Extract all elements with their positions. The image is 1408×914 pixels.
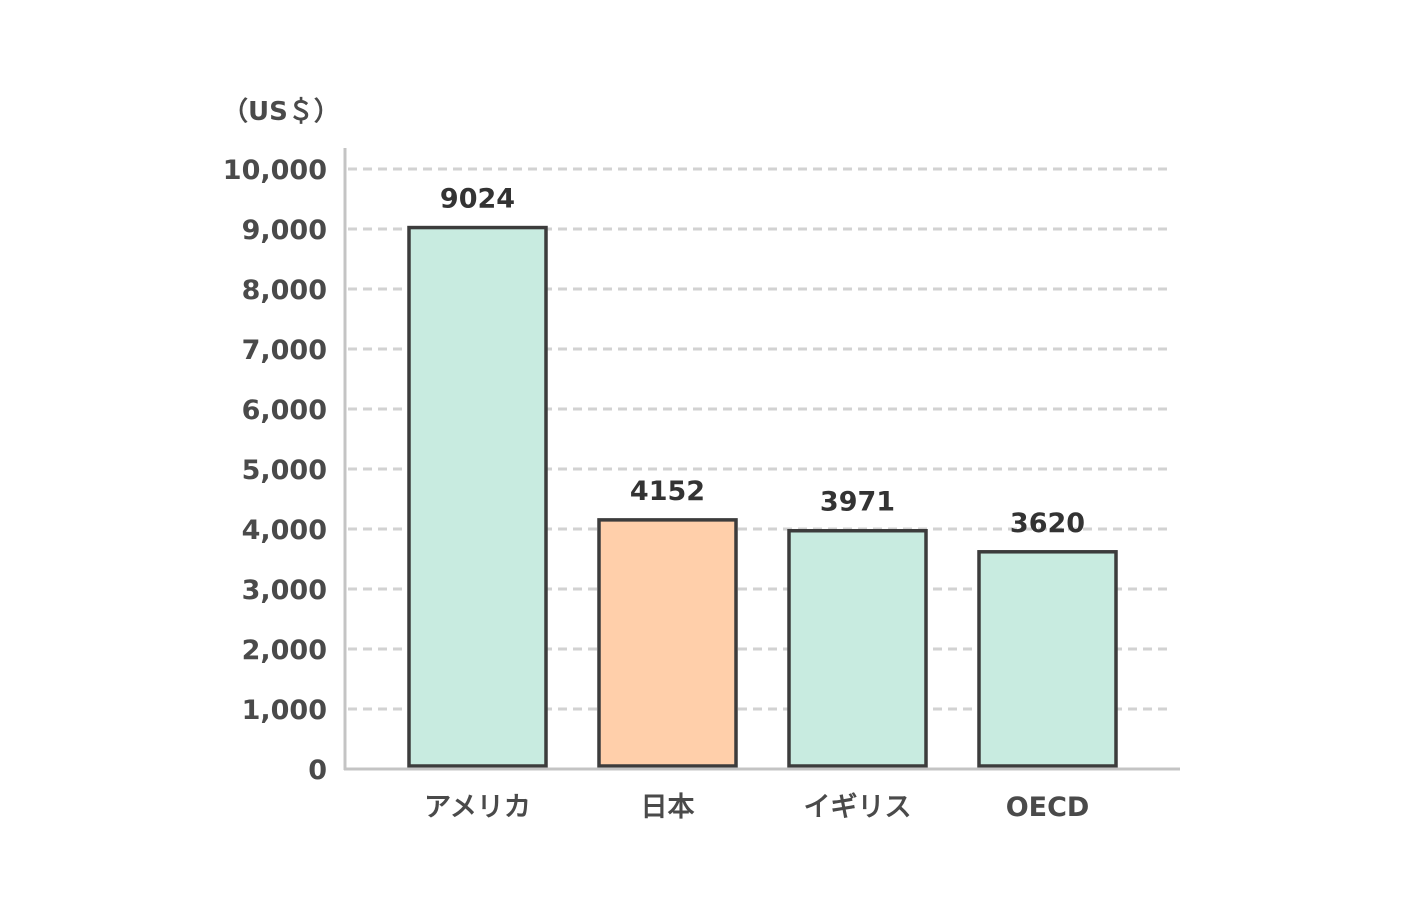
y-tick-label: 1,000 [242, 695, 327, 726]
y-tick-label: 9,000 [242, 215, 327, 246]
y-tick-label: 6,000 [242, 395, 327, 426]
bar-value-label: 3620 [1010, 508, 1085, 539]
y-tick-label: 0 [308, 755, 327, 786]
y-tick-label: 10,000 [223, 155, 327, 186]
y-tick-label: 7,000 [242, 335, 327, 366]
axes [343, 148, 1180, 771]
bar [407, 225, 548, 768]
x-category-label: アメリカ [424, 792, 531, 823]
x-category-label: OECD [1006, 792, 1090, 823]
y-tick-label: 5,000 [242, 455, 327, 486]
bar [787, 528, 928, 768]
y-tick-label: 8,000 [242, 275, 327, 306]
y-axis-unit-label: （US＄） [222, 96, 340, 127]
y-tick-label: 2,000 [242, 635, 327, 666]
bar-value-label: 3971 [820, 487, 895, 518]
labels: 0 1,000 2,000 3,000 4,000 5,000 6,000 7,000 8,00… [223, 155, 1090, 823]
x-category-label: 日本 [641, 792, 695, 823]
bars [407, 225, 1118, 768]
bar-value-label: 9024 [440, 184, 515, 215]
bar-value-label: 4152 [630, 476, 705, 507]
y-tick-label: 3,000 [242, 575, 327, 606]
x-category-label: イギリス [804, 792, 912, 823]
bar [597, 518, 738, 768]
bar [977, 550, 1118, 768]
y-tick-label: 4,000 [242, 515, 327, 546]
